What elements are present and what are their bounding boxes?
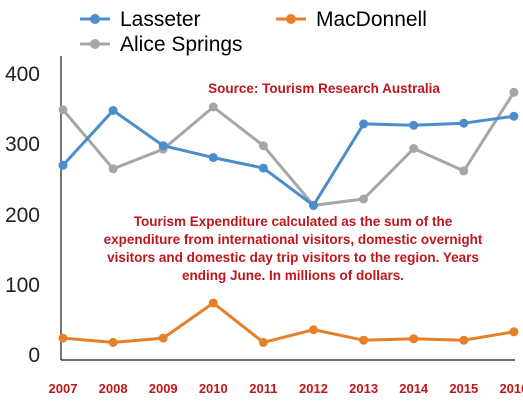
- y-tick-label-400: 400: [5, 63, 40, 86]
- x-tick-label-2012: 2012: [299, 381, 328, 396]
- note-annotation: Tourism Expenditure calculated as the su…: [104, 214, 483, 283]
- data-point-macdonnell-2009: [158, 333, 168, 343]
- y-tick-label-100: 100: [5, 274, 40, 297]
- legend-item-macdonnell: MacDonnell: [276, 8, 427, 31]
- x-tick-label-2009: 2009: [149, 381, 178, 396]
- x-tick-label-2010: 2010: [199, 381, 228, 396]
- data-point-alice-springs-2014: [409, 144, 419, 153]
- legend-label-macdonnell: MacDonnell: [316, 8, 427, 31]
- data-point-macdonnell-2011: [258, 337, 268, 347]
- legend-label-lasseter: Lasseter: [120, 8, 201, 31]
- x-tick-label-2013: 2013: [349, 381, 378, 396]
- data-point-macdonnell-2007: [58, 333, 68, 343]
- legend-item-lasseter: Lasseter: [80, 8, 201, 31]
- data-point-lasseter-2009: [158, 141, 168, 151]
- data-point-lasseter-2016: [509, 111, 519, 121]
- legend-item-alice-springs: Alice Springs: [80, 33, 243, 56]
- data-point-lasseter-2011: [258, 163, 268, 173]
- data-point-macdonnell-2016: [509, 327, 519, 337]
- data-point-macdonnell-2013: [359, 335, 369, 345]
- source-annotation: Source: Tourism Research Australia: [208, 81, 440, 96]
- data-point-alice-springs-2008: [108, 164, 118, 174]
- data-point-alice-springs-2013: [359, 194, 369, 204]
- x-tick-label-2008: 2008: [99, 381, 128, 396]
- x-tick-label-2014: 2014: [399, 381, 429, 396]
- data-point-alice-springs-2010: [208, 102, 218, 112]
- x-tick-label-2011: 2011: [249, 381, 277, 396]
- series-alice-springs: [58, 87, 519, 210]
- series-line-lasseter: [61, 109, 515, 207]
- legend-label-alice-springs: Alice Springs: [120, 33, 243, 56]
- data-point-macdonnell-2008: [108, 337, 118, 347]
- data-point-lasseter-2014: [409, 120, 419, 130]
- y-tick-label-0: 0: [28, 344, 40, 367]
- data-point-lasseter-2008: [108, 106, 118, 115]
- legend: Lasseter MacDonnell Alice Springs: [80, 8, 427, 56]
- note-line-1: Tourism Expenditure calculated as the su…: [134, 214, 453, 229]
- data-point-lasseter-2010: [208, 153, 218, 163]
- legend-marker-macdonnell: [286, 14, 296, 24]
- y-tick-label-200: 200: [5, 204, 40, 227]
- data-point-alice-springs-2011: [258, 141, 268, 151]
- y-tick-labels: 0 100 200 300 400: [5, 63, 40, 367]
- data-point-lasseter-2013: [359, 119, 369, 129]
- note-line-2: expenditure from international visitors,…: [104, 232, 483, 247]
- x-tick-label-2016: 2016: [499, 381, 523, 396]
- series-line-alice-springs: [61, 91, 516, 207]
- x-tick-label-2015: 2015: [449, 381, 478, 396]
- data-point-macdonnell-2015: [459, 335, 469, 345]
- data-point-alice-springs-2007: [58, 105, 68, 115]
- note-line-4: ending June. In millions of dollars.: [182, 268, 404, 283]
- legend-marker-lasseter: [90, 14, 100, 24]
- data-point-alice-springs-2015: [459, 166, 469, 176]
- y-tick-label-300: 300: [5, 133, 40, 156]
- series-macdonnell: [58, 298, 519, 347]
- data-point-lasseter-2007: [58, 160, 68, 170]
- data-point-lasseter-2015: [459, 118, 469, 128]
- series-layer: [58, 87, 519, 347]
- x-tick-label-2007: 2007: [49, 381, 78, 396]
- series-lasseter: [58, 106, 519, 210]
- data-point-macdonnell-2012: [309, 325, 318, 335]
- note-line-3: visitors and domestic day trip visitors …: [107, 250, 479, 265]
- data-point-alice-springs-2016: [509, 87, 519, 97]
- legend-marker-alice-springs: [90, 39, 100, 49]
- series-line-macdonnell: [62, 301, 515, 344]
- x-tick-labels: 2007 2008 2009 2010 2011 2012 2013 2014 2015 2016: [49, 381, 523, 396]
- data-point-macdonnell-2010: [208, 298, 218, 308]
- data-point-lasseter-2012: [309, 200, 318, 210]
- data-point-macdonnell-2014: [409, 334, 419, 344]
